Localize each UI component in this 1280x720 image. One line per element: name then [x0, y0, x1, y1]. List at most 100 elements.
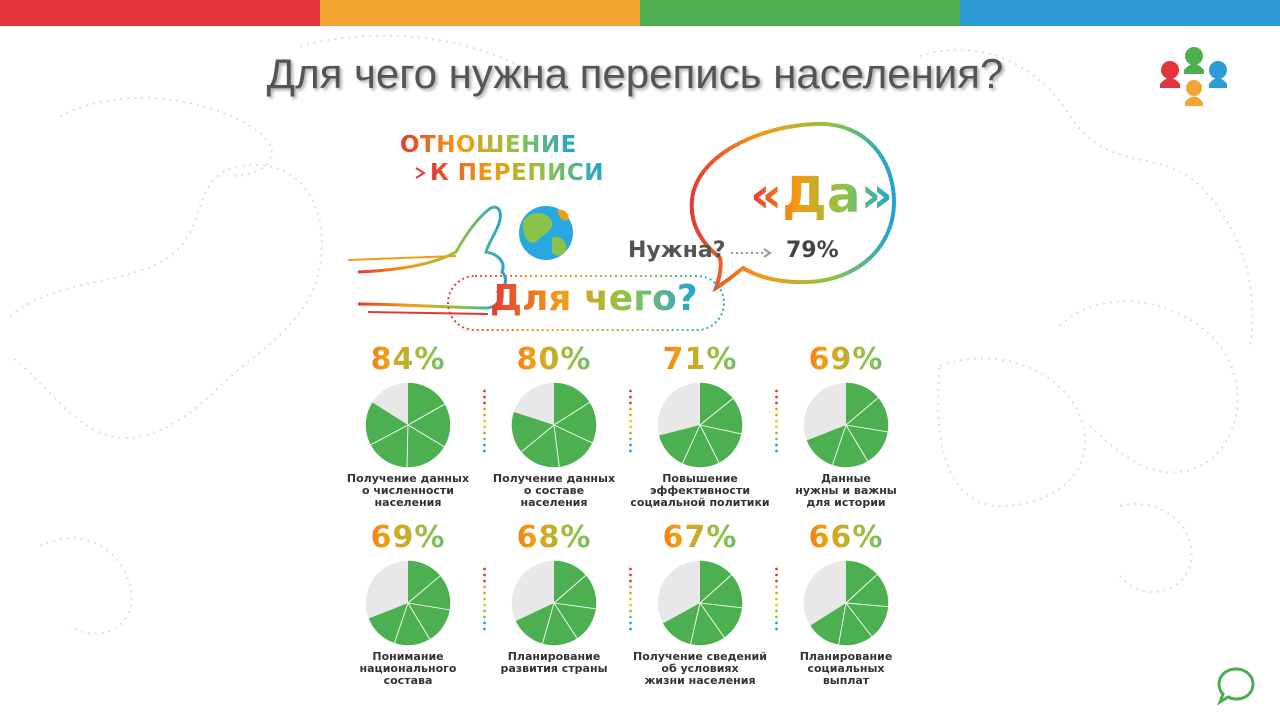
heading-line2: К ПЕРЕПИСИ: [430, 160, 604, 186]
divider-dot: [775, 425, 778, 429]
pie-caption-line: социальной политики: [630, 496, 770, 509]
pie-caption-line: Планирование: [799, 650, 893, 663]
divider-dot: [629, 621, 632, 625]
pie-segment-line: [682, 424, 701, 464]
divider-dot: [483, 437, 486, 441]
divider-dot: [775, 567, 778, 571]
pie-cell: 68% Планирование развития страны: [484, 520, 624, 675]
pie-caption-line: населения: [374, 496, 442, 509]
top-bar-green: [640, 0, 960, 26]
pie-segment-line: [699, 424, 720, 463]
divider-dot: [629, 413, 632, 417]
divider-dot: [775, 603, 778, 607]
pie-caption-line: для истории: [806, 496, 886, 509]
divider-dot: [629, 585, 632, 589]
divider-dot: [629, 597, 632, 601]
globe-icon: [519, 206, 573, 260]
pie-cell: 69% Понимание национального состава: [338, 520, 478, 687]
divider-dot: [775, 627, 778, 631]
pie-segment-line: [845, 397, 879, 426]
divider-dot: [483, 425, 486, 429]
pie-caption: Получение данных о численности населения: [338, 473, 478, 509]
question-arrow: [731, 248, 772, 258]
divider-dot: [629, 627, 632, 631]
divider-dot: [775, 437, 778, 441]
top-bar-red: [0, 0, 320, 26]
census-logo-icon: [1160, 47, 1227, 106]
pie-chart: [511, 382, 597, 468]
divider-dot: [629, 609, 632, 613]
pie-segment-line: [845, 574, 878, 604]
pie-caption-line: Получение данных: [346, 472, 470, 485]
top-color-bar: [0, 0, 1280, 26]
divider-dot: [775, 615, 778, 619]
pie-segment-line: [406, 424, 409, 468]
pie-segment-line: [699, 424, 742, 435]
divider-dot: [483, 591, 486, 595]
heading-arrow: [368, 167, 426, 179]
infographic: ОТНОШЕНИЕ К ПЕРЕПИСИ «Да» Нужна? 79% Для…: [338, 112, 910, 698]
pie-caption-line: нужны и важны: [795, 484, 897, 497]
pie-caption: Получение сведений об условиях жизни нас…: [630, 651, 770, 687]
header-artwork: [347, 121, 897, 331]
divider-dot: [775, 407, 778, 411]
pie-chart: [803, 382, 889, 468]
divider-dot: [483, 419, 486, 423]
pie-caption: Планирование развития страны: [484, 651, 624, 675]
purpose-question: Для чего?: [490, 278, 698, 319]
column-divider: [629, 567, 632, 631]
divider-dot: [483, 579, 486, 583]
divider-dot: [483, 443, 486, 447]
pie-segment-line: [845, 602, 873, 637]
pie-segment-line: [370, 424, 409, 446]
pie-segment-line: [699, 398, 734, 426]
pie-caption-line: населения: [520, 496, 588, 509]
divider-dot: [483, 609, 486, 613]
pie-value-label: 69%: [776, 342, 916, 377]
pie-caption-line: состава: [383, 674, 433, 687]
divider-dot: [775, 413, 778, 417]
pie-caption: Повышение эффективности социальной полит…: [630, 473, 770, 509]
pie-value-label: 68%: [484, 520, 624, 555]
divider-dot: [483, 401, 486, 405]
divider-dot: [483, 389, 486, 393]
divider-dot: [775, 621, 778, 625]
pie-caption-line: развития страны: [500, 662, 608, 675]
question-label: Нужна?: [628, 238, 726, 263]
answer-speech-bubble: [689, 121, 897, 293]
pie-segment-line: [699, 602, 725, 638]
divider-dot: [629, 443, 632, 447]
pie-segment-line: [553, 574, 587, 604]
pie-caption-line: Данные: [821, 472, 871, 485]
pie-caption: Получение данных о составе населения: [484, 473, 624, 509]
pie-segment-line: [542, 602, 555, 644]
divider-dot: [629, 407, 632, 411]
divider-dot: [483, 395, 486, 399]
question-value: 79%: [786, 238, 839, 263]
pie-segment-line: [838, 602, 847, 645]
pie-caption-line: жизни населения: [644, 674, 756, 687]
pie-caption-line: о составе: [523, 484, 585, 497]
pie-caption-line: Получение сведений: [633, 650, 767, 663]
pie-caption-line: социальных: [807, 662, 885, 675]
pie-segment-line: [407, 424, 445, 448]
divider-dot: [629, 419, 632, 423]
pie-caption-line: Планирование: [507, 650, 601, 663]
pie-caption-line: эффективности: [649, 484, 751, 497]
pie-segment-line: [407, 602, 431, 640]
pie-segment-line: [553, 401, 590, 426]
pie-cell: 80% Получение данных о составе населения: [484, 342, 624, 509]
divider-dot: [775, 573, 778, 577]
divider-dot: [775, 389, 778, 393]
column-divider: [483, 389, 486, 453]
column-divider: [629, 389, 632, 453]
divider-dot: [483, 449, 486, 453]
chat-bubble-icon[interactable]: [1214, 664, 1258, 708]
pie-segment-line: [407, 602, 450, 611]
pie-segment-line: [845, 424, 869, 462]
divider-dot: [629, 449, 632, 453]
divider-dot: [629, 401, 632, 405]
column-divider: [775, 389, 778, 453]
divider-dot: [629, 591, 632, 595]
pie-value-label: 80%: [484, 342, 624, 377]
